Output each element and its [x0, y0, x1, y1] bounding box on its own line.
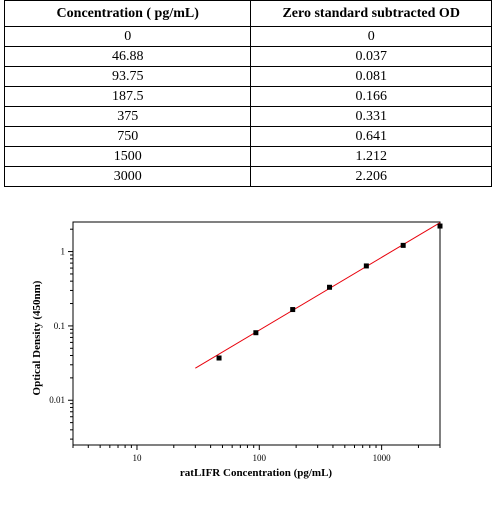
data-point	[290, 307, 296, 313]
cell-concentration: 3000	[3, 166, 252, 187]
data-point	[363, 263, 369, 269]
data-points	[216, 223, 443, 361]
table-row: 750 0.641	[3, 126, 492, 147]
cell-od: 2.206	[250, 166, 492, 187]
data-point	[327, 284, 333, 290]
cell-concentration: 46.88	[3, 46, 252, 67]
cell-concentration: 187.5	[3, 86, 252, 107]
table-row: 187.5 0.166	[3, 86, 492, 107]
x-axis-ticks: 10 100 1000	[72, 445, 441, 463]
y-axis-label: Optical Density (450nm)	[31, 280, 43, 395]
data-point	[216, 355, 222, 361]
table-row: 3000 2.206	[3, 166, 492, 187]
data-point	[253, 330, 259, 336]
y-tick-label: 0.1	[54, 321, 65, 331]
x-axis-label: ratLIFR Concentration (pg/mL)	[180, 467, 332, 479]
data-point	[400, 242, 406, 248]
y-tick-label: 0.01	[49, 395, 65, 405]
fit-line-group	[195, 222, 441, 369]
y-tick-label: 1	[61, 247, 66, 257]
y-axis-ticks: 0.01 0.1 1	[49, 228, 73, 440]
header-od: Zero standard subtracted OD	[250, 0, 492, 27]
standard-curve-table: Concentration ( pg/mL) Zero standard sub…	[3, 0, 492, 187]
fit-line	[195, 222, 441, 369]
table-header-row: Concentration ( pg/mL) Zero standard sub…	[3, 0, 492, 27]
x-tick-label: 100	[253, 453, 267, 463]
data-point	[437, 223, 443, 229]
x-tick-label: 10	[132, 453, 142, 463]
table-row: 46.88 0.037	[3, 46, 492, 67]
header-concentration: Concentration ( pg/mL)	[3, 0, 252, 27]
table-row: 1500 1.212	[3, 146, 492, 167]
cell-od: 0.641	[250, 126, 492, 147]
cell-od: 1.212	[250, 146, 492, 167]
x-tick-label: 1000	[373, 453, 392, 463]
